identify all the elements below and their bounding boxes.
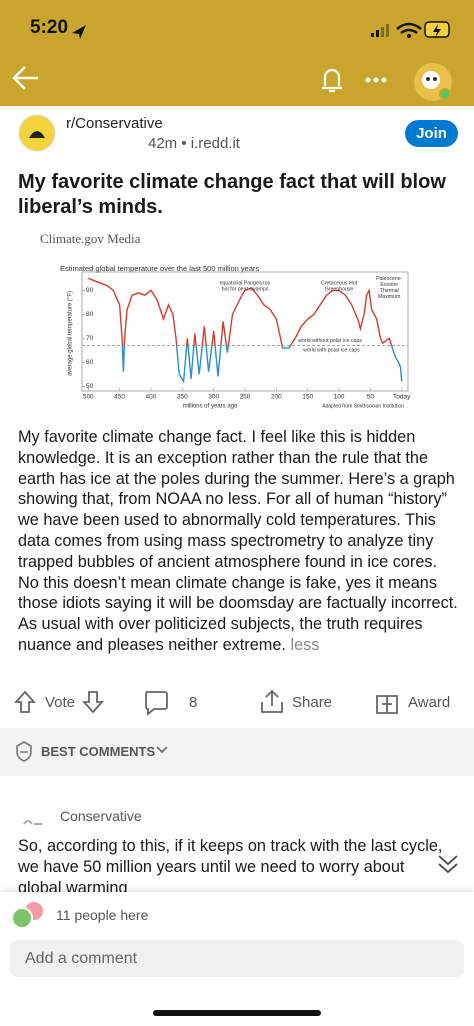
post-age: 42m	[148, 135, 178, 152]
y-axis-label: average global temperature (°F)	[68, 291, 74, 376]
y-tick-label: 70	[86, 335, 94, 342]
post-body-text: My favorite climate change fact. I feel …	[18, 428, 458, 654]
top-bar	[0, 0, 474, 106]
x-tick-label: 200	[271, 394, 282, 401]
less-link[interactable]: less	[290, 635, 320, 654]
annotation: equatorial Pangea too	[220, 281, 271, 287]
wifi-icon	[396, 22, 422, 35]
subreddit-icon	[18, 114, 56, 152]
x-tick-label: 500	[83, 394, 94, 401]
x-tick-label: Today	[393, 394, 411, 401]
home-indicator	[153, 1010, 321, 1016]
x-tick-label: 400	[146, 394, 157, 401]
chart: Estimated global temperature over the la…	[60, 264, 411, 410]
sort-chevron[interactable]	[155, 744, 169, 756]
post-meta: 42m • i.redd.it	[148, 135, 240, 152]
next-comment-button[interactable]	[436, 852, 460, 876]
presence-avatars	[11, 902, 43, 929]
annotation: Cretaceous Hot	[321, 281, 358, 287]
location-icon	[72, 25, 86, 39]
annotation: Thermal	[380, 288, 399, 294]
y-tick-label: 50	[86, 383, 94, 390]
award-label[interactable]: Award	[408, 694, 451, 711]
x-tick-label: 350	[177, 394, 188, 401]
annotation: world without polar ice caps	[298, 338, 362, 344]
back-button[interactable]	[12, 66, 38, 90]
join-button[interactable]: Join	[405, 120, 458, 147]
annotation: Paleocene-	[376, 276, 403, 282]
share-label[interactable]: Share	[292, 694, 333, 711]
more-button[interactable]	[365, 77, 387, 83]
sort-label[interactable]: BEST COMMENTS	[41, 744, 156, 759]
action-icons	[13, 689, 398, 716]
comments-button[interactable]	[145, 691, 168, 716]
annotation: world with polar ice caps	[303, 348, 360, 354]
top-icons	[12, 21, 452, 101]
signal-icon	[371, 24, 389, 37]
annotation: Greenhouse	[325, 287, 354, 293]
x-axis-label: millions of years ago	[183, 404, 238, 410]
comment-input[interactable]: Add a comment	[10, 940, 464, 977]
image-credit: Climate.gov Media	[40, 231, 141, 246]
sort-icon	[16, 741, 32, 762]
comment-flair: Conservative	[60, 808, 142, 824]
post-body: My favorite climate change fact. I feel …	[18, 427, 458, 656]
sort-bar	[0, 728, 474, 776]
x-tick-label: 250	[240, 394, 251, 401]
share-button[interactable]	[261, 689, 283, 713]
award-button[interactable]	[376, 695, 398, 714]
status-time: 5:20	[30, 17, 69, 38]
x-tick-label: 150	[302, 394, 313, 401]
x-tick-label: 300	[208, 394, 219, 401]
annotation: hot for peat swamps	[222, 287, 269, 293]
y-tick-label: 60	[86, 359, 94, 366]
commenter-avatar	[23, 820, 42, 825]
post-source: i.redd.it	[190, 135, 240, 152]
notifications-button[interactable]	[322, 68, 342, 93]
chart-title: Estimated global temperature over the la…	[60, 264, 260, 273]
vote-label[interactable]: Vote	[45, 694, 76, 711]
y-tick-label: 80	[86, 311, 94, 318]
source-note: Adapted from Smithsonian Institution	[322, 403, 404, 409]
annotation: Eocene	[380, 282, 398, 288]
upvote-button[interactable]	[13, 690, 37, 713]
post-title: My favorite climate change fact that wil…	[18, 171, 446, 218]
subreddit-name[interactable]: r/Conservative	[66, 115, 163, 132]
y-tick-label: 90	[86, 287, 94, 294]
x-tick-label: 50	[367, 394, 375, 401]
comment-text: So, according to this, if it keeps on tr…	[18, 837, 443, 892]
avatar-button[interactable]	[414, 63, 452, 101]
temperature-line	[88, 277, 393, 346]
downvote-button[interactable]	[81, 691, 105, 714]
comment-count: 8	[189, 694, 198, 711]
x-tick-label: 100	[334, 394, 345, 401]
annotation: Maximum	[378, 294, 400, 300]
x-tick-label: 450	[114, 394, 125, 401]
presence-count: 11 people here	[56, 907, 149, 923]
